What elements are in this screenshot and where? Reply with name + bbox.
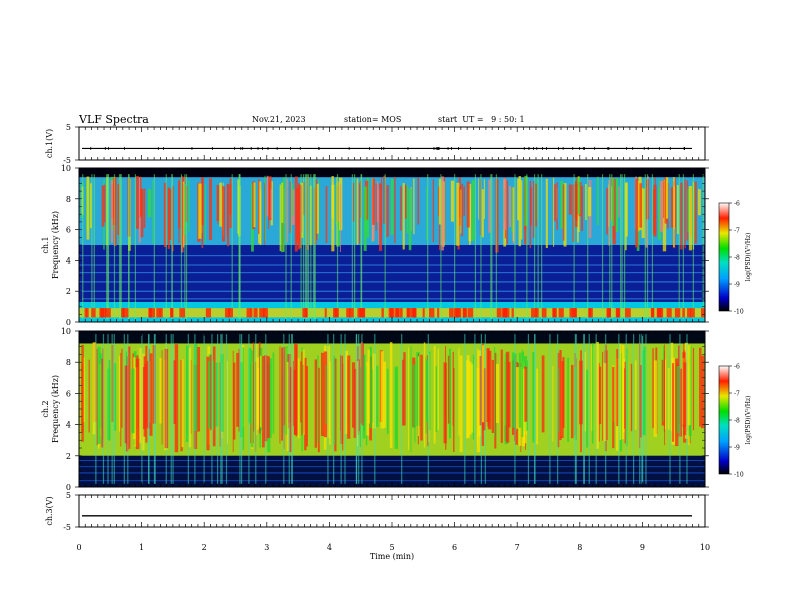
y-tick-label: 0: [66, 318, 71, 327]
colorbar: [718, 365, 730, 475]
colorbar-tick-label: -8: [734, 255, 740, 262]
colorbar-tick-label: -9: [734, 445, 740, 452]
colorbar-tick-label: -7: [734, 391, 740, 398]
x-tick-label: 10: [700, 543, 710, 552]
colorbar-label: log(PSD)(V²/Hz): [745, 396, 752, 445]
y-tick-label: 6: [66, 389, 71, 398]
colorbar-tick-label: -10: [734, 472, 744, 479]
x-tick-label: 9: [640, 543, 645, 552]
figure-title: VLF Spectra: [79, 113, 149, 126]
y-tick-label: 5: [66, 491, 71, 500]
y-axis-label: Frequency (kHz): [51, 211, 60, 279]
station-label: station= MOS: [344, 115, 402, 124]
y-tick-label: 10: [61, 164, 71, 173]
y-tick-label: 4: [66, 256, 71, 265]
x-tick-label: 0: [76, 543, 81, 552]
y-tick-label: 0: [66, 483, 71, 492]
colorbar-tick-label: -10: [734, 309, 744, 316]
y-tick-label: 10: [61, 327, 71, 336]
colorbar-label: log(PSD)(V²/Hz): [745, 233, 752, 282]
x-tick-label: 5: [389, 543, 394, 552]
y-axis-label: ch.2: [41, 400, 50, 417]
date-label: Nov.21, 2023: [252, 115, 306, 124]
x-tick-label: 2: [202, 543, 207, 552]
x-tick-label: 6: [452, 543, 457, 552]
y-axis-label: ch.1: [41, 236, 50, 253]
colorbar: [718, 202, 730, 312]
y-tick-label: 8: [66, 358, 71, 367]
y-tick-label: 2: [66, 287, 71, 296]
x-tick-label: 8: [577, 543, 582, 552]
colorbar-tick-label: -6: [734, 201, 740, 208]
colorbar-tick-label: -7: [734, 228, 740, 235]
y-tick-label: 5: [66, 123, 71, 132]
colorbar-tick-label: -6: [734, 364, 740, 371]
spectrogram-ch2: [79, 331, 705, 487]
y-axis-label: ch.1(V): [45, 129, 54, 158]
colorbar-tick-label: -8: [734, 418, 740, 425]
y-axis-label: ch.3(V): [45, 496, 54, 525]
x-tick-label: 7: [515, 543, 520, 552]
y-axis-label: Frequency (kHz): [51, 375, 60, 443]
y-tick-label: 8: [66, 195, 71, 204]
x-tick-label: 4: [327, 543, 332, 552]
y-tick-label: 4: [66, 421, 71, 430]
y-tick-label: -5: [63, 156, 71, 165]
x-axis-label: Time (min): [370, 552, 414, 561]
x-tick-label: 1: [139, 543, 144, 552]
y-tick-label: 2: [66, 452, 71, 461]
x-tick-label: 3: [264, 543, 269, 552]
y-tick-label: 6: [66, 226, 71, 235]
spectrogram-ch1: [79, 168, 705, 322]
start-time-label: start UT = 9 : 50: 1: [438, 115, 525, 124]
colorbar-tick-label: -9: [734, 282, 740, 289]
y-tick-label: -5: [63, 523, 71, 532]
